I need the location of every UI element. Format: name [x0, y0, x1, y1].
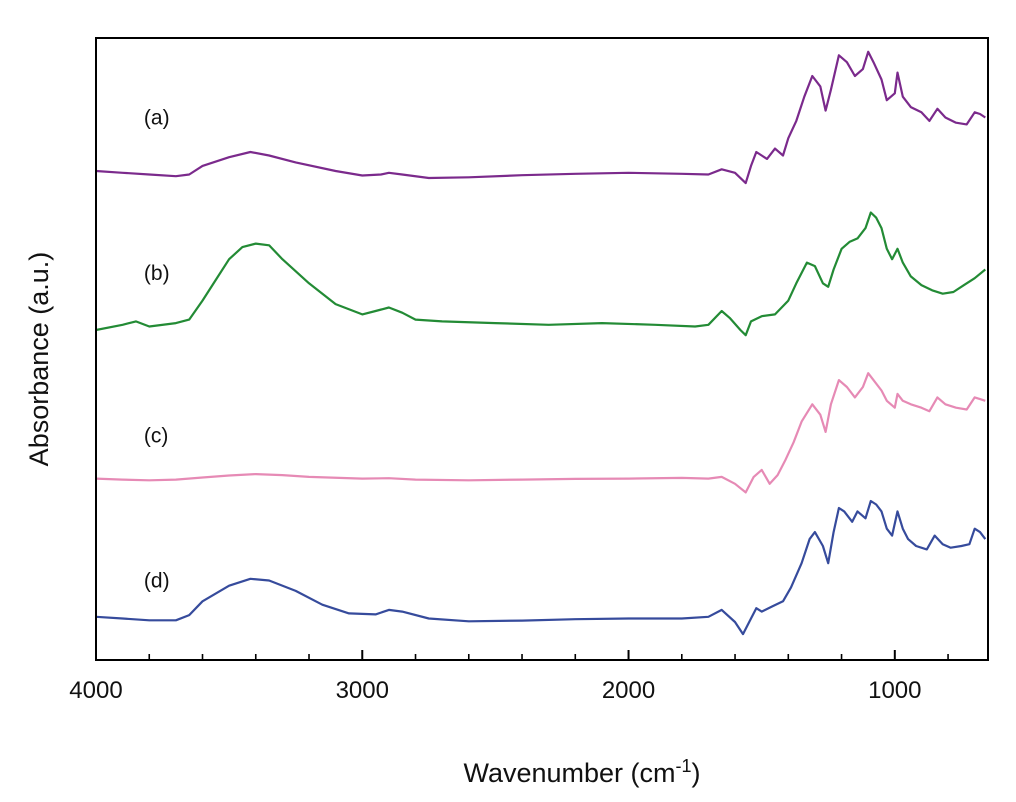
- x-tick-label: 4000: [69, 677, 122, 704]
- series-line-a: [95, 50, 986, 185]
- x-tick-label: 1000: [868, 677, 921, 704]
- x-axis-ticks: 4000 3000 2000 1000: [69, 650, 949, 704]
- x-tick-label: 3000: [336, 677, 389, 704]
- x-tick-label: 2000: [602, 677, 655, 704]
- curve-label: (c): [144, 424, 169, 447]
- curve-label: (d): [144, 569, 170, 592]
- series-line-b: [95, 211, 986, 337]
- plot-area: [95, 50, 987, 636]
- x-axis-title-main: Wavenumber (cm: [463, 758, 675, 788]
- x-axis-title-close: ): [692, 758, 701, 788]
- y-axis-title: Absorbance (a.u.): [24, 252, 54, 467]
- curve-labels: (a) (b) (c) (d): [144, 106, 170, 592]
- curve-label: (b): [144, 262, 170, 285]
- series-line-c: [95, 372, 986, 494]
- curve-label: (a): [144, 106, 170, 129]
- x-axis-title-superscript: -1: [676, 756, 692, 776]
- x-axis-title: Wavenumber (cm-1): [463, 756, 700, 788]
- plot-frame: [95, 37, 989, 661]
- series-line-d: [95, 499, 987, 636]
